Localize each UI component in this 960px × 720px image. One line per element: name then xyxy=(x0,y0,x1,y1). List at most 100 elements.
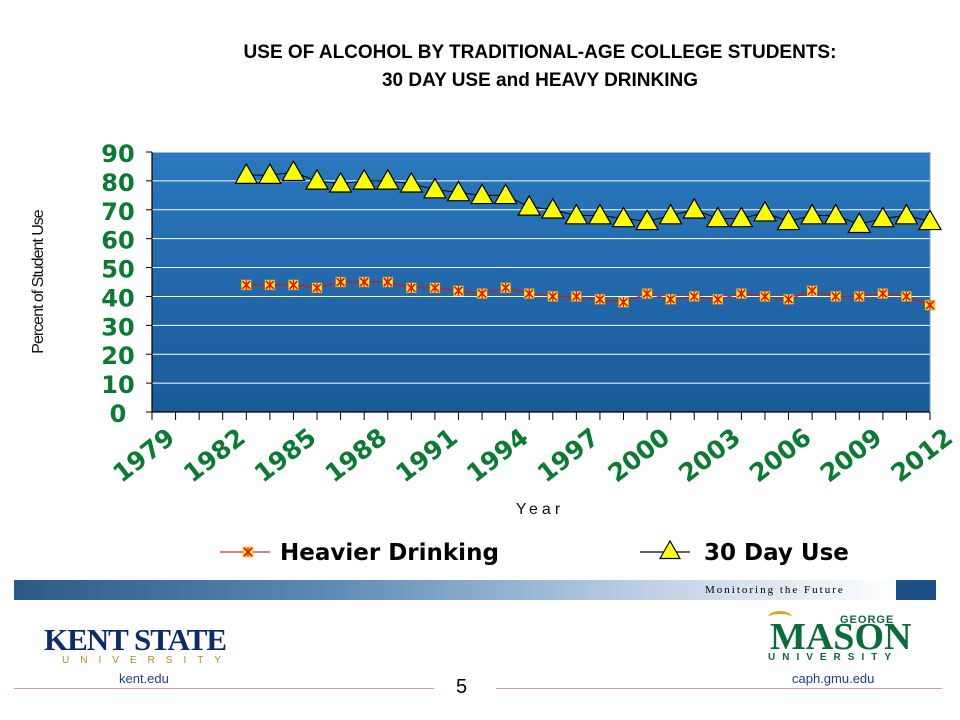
page-number: 5 xyxy=(456,676,468,698)
y-tick-label: 50 xyxy=(101,256,134,284)
data-point-heavier-drinking xyxy=(335,276,346,288)
x-tick-label: 1985 xyxy=(249,422,322,488)
data-point-heavier-drinking xyxy=(547,291,559,302)
gmu-logo-sub: UNIVERSITY xyxy=(768,652,899,663)
data-point-heavier-drinking xyxy=(806,285,818,296)
data-point-30-day-use xyxy=(540,197,565,219)
footer-banner xyxy=(14,580,896,600)
y-tick-label: 40 xyxy=(101,284,134,312)
series-heavier-drinking xyxy=(241,276,936,311)
data-point-30-day-use xyxy=(281,160,306,182)
data-point-30-day-use xyxy=(752,200,778,222)
legend-marker xyxy=(242,546,254,558)
data-point-30-day-use xyxy=(800,203,825,225)
data-point-heavier-drinking xyxy=(665,294,676,305)
data-point-heavier-drinking xyxy=(264,279,276,291)
x-tick-label: 1988 xyxy=(320,422,393,488)
series-layer xyxy=(234,160,943,311)
legend-label: 30 Day Use xyxy=(704,540,849,566)
data-point-30-day-use xyxy=(894,203,919,225)
data-point-heavier-drinking xyxy=(429,282,441,294)
data-point-heavier-drinking xyxy=(288,279,299,291)
data-point-30-day-use xyxy=(257,162,282,184)
data-point-30-day-use xyxy=(705,206,730,228)
data-point-30-day-use xyxy=(587,203,612,225)
data-point-heavier-drinking xyxy=(358,276,370,288)
data-point-heavier-drinking xyxy=(830,291,841,302)
data-point-heavier-drinking xyxy=(924,299,936,311)
x-tick-label: 1991 xyxy=(390,422,463,488)
data-point-30-day-use xyxy=(847,212,872,234)
x-tick-label: 2009 xyxy=(815,422,888,488)
gmu-logo-swoosh-icon xyxy=(768,611,792,624)
data-point-heavier-drinking xyxy=(406,282,417,294)
gmu-logo-top: GEORGE xyxy=(840,614,895,626)
data-point-30-day-use xyxy=(870,206,895,228)
y-tick-label: 20 xyxy=(101,342,134,370)
data-point-heavier-drinking xyxy=(712,294,724,305)
data-point-30-day-use xyxy=(446,180,471,202)
legend: Heavier Drinking 30 Day Use xyxy=(220,539,849,566)
chart-title-line1: USE OF ALCOHOL BY TRADITIONAL-AGE COLLEG… xyxy=(243,42,837,63)
data-point-heavier-drinking xyxy=(594,294,606,305)
data-point-30-day-use xyxy=(234,162,259,184)
data-point-heavier-drinking xyxy=(571,291,582,302)
kent-state-logo: KENT STATE xyxy=(44,622,227,657)
data-point-heavier-drinking xyxy=(736,288,747,299)
data-point-30-day-use xyxy=(729,206,754,228)
x-tick-label: 2012 xyxy=(885,422,958,488)
data-point-heavier-drinking xyxy=(854,291,865,302)
footer-banner-end xyxy=(896,580,936,600)
y-tick-label: 60 xyxy=(101,227,134,255)
gmu-logo: MASON xyxy=(770,616,912,658)
data-point-30-day-use xyxy=(517,194,542,216)
y-tick-label: 90 xyxy=(101,140,134,168)
data-point-heavier-drinking xyxy=(618,296,629,308)
data-point-heavier-drinking xyxy=(877,288,889,299)
footer-divider-right xyxy=(496,688,942,689)
chart-title-line2: 30 DAY USE and HEAVY DRINKING xyxy=(381,70,699,91)
y-tick-label: 10 xyxy=(101,371,134,399)
x-tick-label: 2000 xyxy=(603,422,676,488)
y-tick-label: 0 xyxy=(110,400,127,428)
data-point-heavier-drinking xyxy=(382,276,394,288)
x-tick-label: 1997 xyxy=(532,422,605,488)
x-tick-label: 1994 xyxy=(461,422,534,488)
data-point-30-day-use xyxy=(776,209,801,231)
data-point-30-day-use xyxy=(493,183,518,205)
x-tick-label: 1979 xyxy=(107,422,180,488)
footer-banner-text: Monitoring the Future xyxy=(705,584,845,596)
data-point-30-day-use xyxy=(328,171,353,193)
gmu-edu-link[interactable]: caph.gmu.edu xyxy=(792,671,875,686)
data-point-heavier-drinking xyxy=(311,282,323,294)
data-point-30-day-use xyxy=(917,209,943,231)
legend-item: 30 Day Use xyxy=(640,539,849,566)
data-point-heavier-drinking xyxy=(523,288,535,299)
data-point-30-day-use xyxy=(352,168,377,190)
data-point-heavier-drinking xyxy=(500,282,511,294)
y-tick-label: 70 xyxy=(101,198,134,226)
data-point-30-day-use xyxy=(611,206,636,228)
legend-marker xyxy=(658,539,682,560)
kent-state-logo-sub: UNIVERSITY xyxy=(62,655,233,666)
x-tick-label: 2003 xyxy=(673,422,746,488)
y-axis-label: Percent of Student Use xyxy=(30,209,47,354)
data-point-heavier-drinking xyxy=(901,291,912,302)
data-point-30-day-use xyxy=(422,177,447,199)
data-point-heavier-drinking xyxy=(783,294,794,305)
series-30-day-use xyxy=(234,160,943,234)
legend-item: Heavier Drinking xyxy=(220,540,499,566)
y-tick-label: 30 xyxy=(101,313,134,341)
data-point-30-day-use xyxy=(564,203,589,225)
x-tick-label: 2006 xyxy=(744,422,817,488)
data-point-heavier-drinking xyxy=(688,291,700,302)
data-point-30-day-use xyxy=(682,197,707,219)
data-point-30-day-use xyxy=(375,168,400,190)
kent-edu-link[interactable]: kent.edu xyxy=(119,671,169,686)
x-axis-label: Year xyxy=(516,501,564,518)
footer-divider-left xyxy=(14,688,434,689)
data-point-heavier-drinking xyxy=(641,288,653,299)
data-point-heavier-drinking xyxy=(759,291,771,302)
